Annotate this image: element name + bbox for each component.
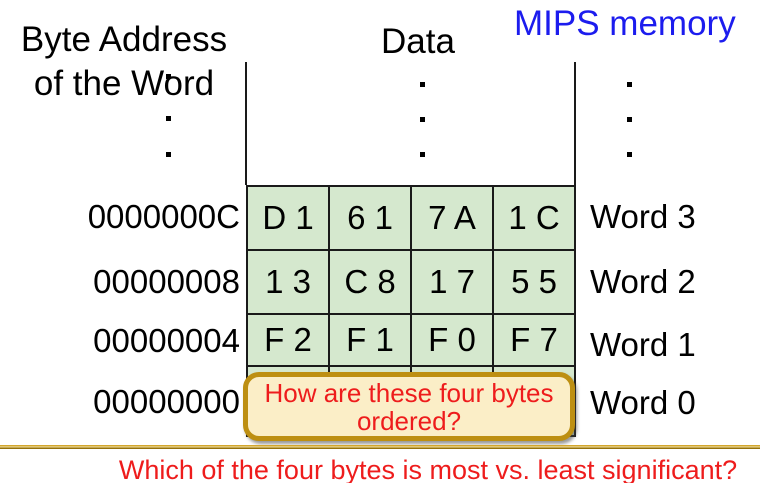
word-label: Word 0 [590,384,696,421]
vertical-ellipsis-dot [166,116,171,121]
memory-left-edge-line [245,62,247,185]
vertical-ellipsis-dot [420,152,425,157]
byte-cell: 7 A [412,187,492,249]
byte-address-header: Byte Address of the Word [0,18,248,106]
divider-rule [0,445,760,449]
question-callout-line1: How are these four bytes [264,377,554,408]
vertical-ellipsis-dot [627,152,632,157]
byte-address-label: 0000000C [87,198,240,235]
vertical-ellipsis-dot [420,117,425,122]
word-label: Word 1 [590,326,696,363]
question-callout-line2: ordered? [356,405,462,436]
byte-address-header-line2: of the Word [33,64,215,103]
data-column-header: Data [381,22,455,61]
byte-address-label: 00000004 [93,322,240,359]
byte-cell: F 2 [248,315,328,365]
vertical-ellipsis-dot [420,82,425,87]
byte-cell: 5 5 [494,251,574,313]
byte-cell: F 0 [412,315,492,365]
byte-cell: C 8 [330,251,410,313]
question-callout: How are these four bytes ordered? [243,372,575,441]
byte-cell: 6 1 [330,187,410,249]
byte-address-label: 00000008 [93,263,240,300]
memory-right-edge-line [574,62,576,185]
vertical-ellipsis-dot [627,117,632,122]
byte-cell: D 1 [248,187,328,249]
byte-address-header-line1: Byte Address [20,20,228,59]
word-label: Word 2 [590,263,696,300]
mips-memory-title: MIPS memory [514,4,736,43]
byte-cell: F 7 [494,315,574,365]
footer-question: Which of the four bytes is most vs. leas… [118,455,738,483]
vertical-ellipsis-dot [627,82,632,87]
byte-cell: F 1 [330,315,410,365]
byte-cell: 1 3 [248,251,328,313]
byte-address-label: 00000000 [93,383,240,420]
vertical-ellipsis-dot [166,152,171,157]
word-label: Word 3 [590,198,696,235]
byte-cell: 1 C [494,187,574,249]
vertical-ellipsis-dot [166,74,171,79]
byte-cell: 1 7 [412,251,492,313]
